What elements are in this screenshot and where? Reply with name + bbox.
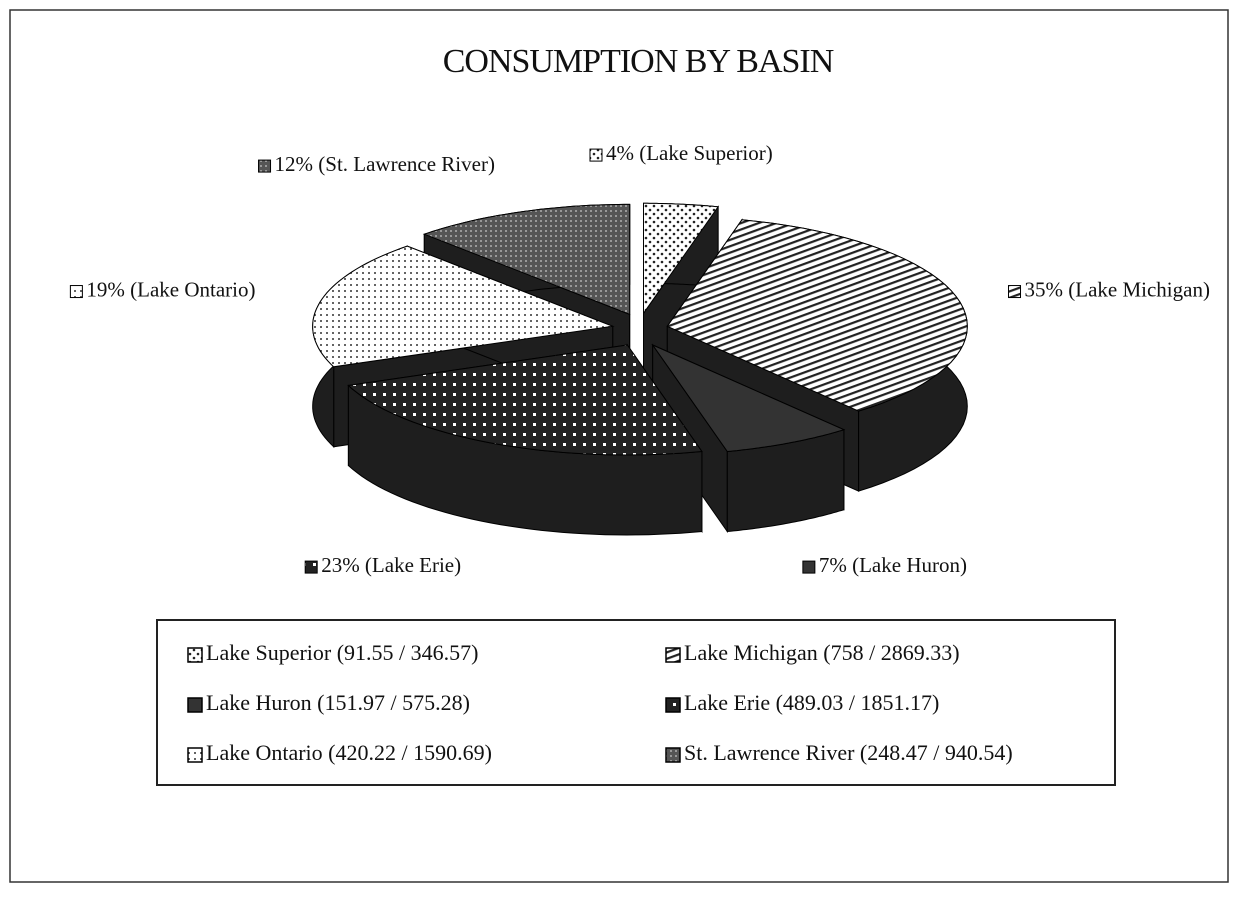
pie: 4% (Lake Superior) 12% (St. Lawrence Rive…: [69, 141, 1210, 577]
label-swatch: [802, 560, 816, 574]
legend-label: Lake Michigan (758 / 2869.33): [684, 640, 960, 665]
data-label: 7% (Lake Huron): [819, 553, 967, 577]
legend-swatch: [187, 647, 203, 663]
wedge: [422, 203, 631, 316]
legend-swatch: [665, 697, 681, 713]
data-label: 12% (St. Lawrence River): [275, 152, 495, 176]
label-swatch: [258, 159, 272, 173]
label-swatch: [304, 560, 318, 574]
wedge: [312, 245, 615, 368]
legend-swatch: [187, 747, 203, 763]
label-swatch: [1008, 285, 1022, 299]
legend-swatch: [665, 647, 681, 663]
frame: [9, 9, 1229, 883]
legend-label: St. Lawrence River (248.47 / 940.54): [684, 740, 1013, 765]
wedge: [666, 219, 968, 412]
legend-box: [156, 619, 1116, 786]
chart-title: CONSUMPTION BY BASIN: [443, 43, 834, 80]
wedge: [643, 202, 719, 315]
label-swatch: [589, 148, 603, 162]
legend-swatch: [187, 697, 203, 713]
label-swatch: [69, 285, 83, 299]
legend: Lake Superior (91.55 / 346.57) Lake Michi…: [187, 640, 1013, 765]
legend-label: Lake Erie (489.03 / 1851.17): [684, 690, 939, 715]
legend-label: Lake Superior (91.55 / 346.57): [206, 640, 479, 665]
data-label: 19% (Lake Ontario): [86, 277, 255, 301]
wedge: [347, 344, 703, 456]
legend-label: Lake Huron (151.97 / 575.28): [206, 690, 470, 715]
legend-label: Lake Ontario (420.22 / 1590.69): [206, 740, 492, 765]
data-label: 35% (Lake Michigan): [1025, 277, 1210, 301]
legend-swatch: [665, 747, 681, 763]
data-label: 23% (Lake Erie): [321, 553, 461, 577]
wedge: [651, 343, 846, 453]
data-label: 4% (Lake Superior): [606, 141, 773, 165]
